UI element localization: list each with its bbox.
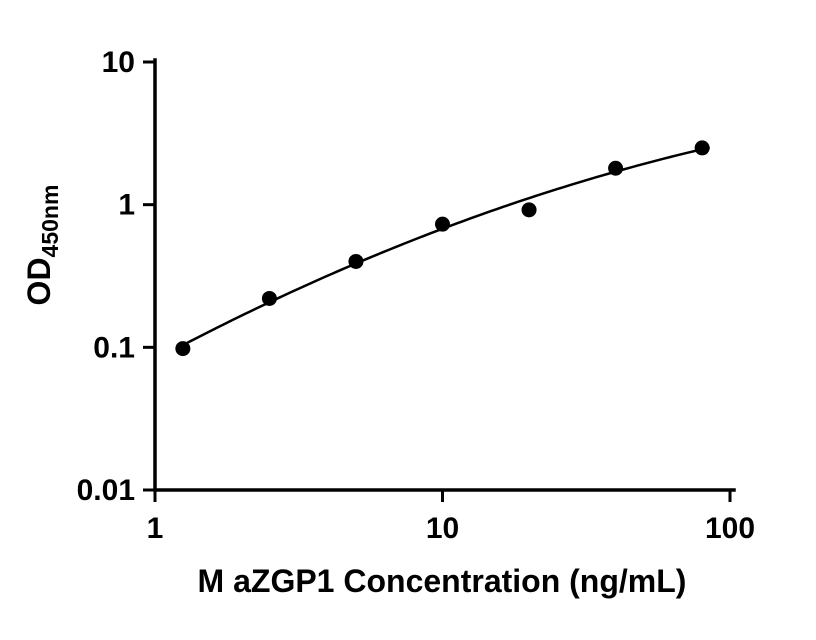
x-tick-label: 10 <box>426 512 459 545</box>
y-tick-label: 0.01 <box>77 474 135 507</box>
x-axis-title: M aZGP1 Concentration (ng/mL) <box>198 563 687 599</box>
data-point <box>348 253 364 269</box>
y-tick-label: 10 <box>102 46 135 79</box>
x-tick-label: 1 <box>147 512 164 545</box>
data-point <box>175 341 191 357</box>
data-point <box>261 290 277 306</box>
y-axis-title-main: OD <box>21 257 57 305</box>
data-point <box>435 216 450 232</box>
data-point <box>694 140 710 156</box>
fit-curve <box>177 146 710 349</box>
data-point <box>608 160 624 176</box>
x-tick-label: 100 <box>705 512 755 545</box>
y-axis-title-sub: 450nm <box>37 185 63 258</box>
y-axis-title: OD450nm <box>21 185 63 306</box>
y-tick-label: 0.1 <box>93 331 135 364</box>
data-point <box>521 202 537 218</box>
y-tick-label: 1 <box>118 189 135 222</box>
